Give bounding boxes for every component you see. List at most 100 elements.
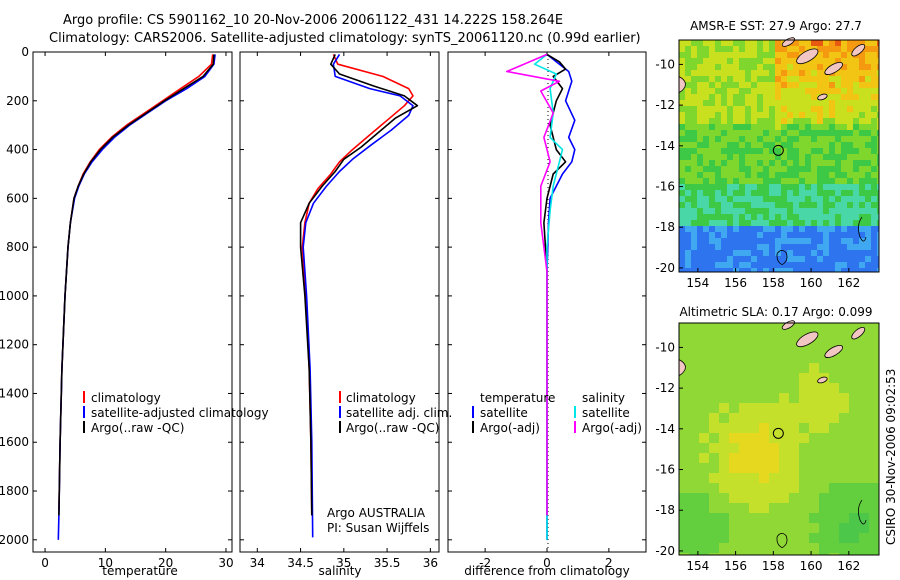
- heatmap-cell: [727, 238, 734, 245]
- heatmap-cell: [799, 503, 810, 514]
- heatmap-cell: [781, 82, 788, 89]
- heatmap-cell: [703, 154, 710, 161]
- heatmap-cell: [809, 443, 820, 454]
- heatmap-cell: [751, 160, 758, 167]
- heatmap-cell: [799, 493, 810, 504]
- heatmap-cell: [775, 178, 782, 185]
- lon-tick-label: 160: [800, 559, 823, 573]
- heatmap-cell: [721, 202, 728, 209]
- heatmap-cell: [787, 262, 794, 269]
- heatmap-cell: [799, 393, 810, 404]
- lon-tick-label: 156: [724, 276, 747, 290]
- heatmap-cell: [853, 214, 860, 221]
- heatmap-cell: [733, 64, 740, 71]
- heatmap-cell: [799, 64, 806, 71]
- heatmap-cell: [835, 178, 842, 185]
- heatmap-cell: [721, 136, 728, 143]
- heatmap-cell: [715, 190, 722, 197]
- heatmap-cell: [793, 136, 800, 143]
- heatmap-cell: [709, 423, 720, 434]
- heatmap-cell: [787, 190, 794, 197]
- heatmap-cell: [733, 256, 740, 263]
- heatmap-cell: [835, 256, 842, 263]
- heatmap-cell: [775, 76, 782, 83]
- depth-tick-label: 1600: [0, 435, 29, 449]
- heatmap-cell: [679, 178, 686, 185]
- heatmap-cell: [871, 88, 878, 95]
- heatmap-cell: [751, 40, 758, 47]
- heatmap-cell: [721, 100, 728, 107]
- heatmap-cell: [715, 262, 722, 269]
- heatmap-cell: [759, 343, 770, 354]
- heatmap-cell: [775, 70, 782, 77]
- heatmap-cell: [871, 226, 878, 233]
- salinity-panel: 34 34.5 35 35.5 36 salinity climatology sate…: [239, 51, 452, 578]
- heatmap-cell: [829, 232, 836, 239]
- heatmap-cell: [841, 166, 848, 173]
- profile-line-salinity-argo-adj: [505, 53, 561, 516]
- heatmap-cell: [727, 172, 734, 179]
- heatmap-cell: [759, 543, 770, 554]
- heatmap-cell: [865, 208, 872, 215]
- heatmap-cell: [787, 76, 794, 83]
- heatmap-cell: [871, 232, 878, 239]
- heatmap-cell: [769, 423, 780, 434]
- heatmap-cell: [703, 166, 710, 173]
- heatmap-cell: [817, 172, 824, 179]
- heatmap-cell: [829, 433, 840, 444]
- profile-line-satellite-adjusted-climatology: [57, 54, 216, 540]
- heatmap-cell: [745, 52, 752, 59]
- heatmap-cell: [709, 64, 716, 71]
- heatmap-cell: [805, 232, 812, 239]
- heatmap-cell: [829, 136, 836, 143]
- heatmap-cell: [781, 196, 788, 203]
- heatmap-cell: [869, 363, 880, 374]
- heatmap-cell: [691, 238, 698, 245]
- heatmap-cell: [877, 142, 880, 149]
- heatmap-cell: [853, 40, 860, 47]
- heatmap-cell: [733, 268, 740, 273]
- heatmap-cell: [817, 106, 824, 113]
- heatmap-cell: [869, 413, 880, 424]
- heatmap-cell: [775, 106, 782, 113]
- heatmap-cell: [721, 166, 728, 173]
- heatmap-cell: [709, 178, 716, 185]
- heatmap-cell: [751, 148, 758, 155]
- heatmap-cell: [691, 232, 698, 239]
- heatmap-cell: [805, 268, 812, 273]
- heatmap-cell: [769, 124, 776, 131]
- heatmap-cell: [709, 184, 716, 191]
- heatmap-cell: [745, 88, 752, 95]
- heatmap-cell: [733, 178, 740, 185]
- heatmap-cell: [877, 256, 880, 263]
- heatmap-cell: [799, 323, 810, 334]
- heatmap-cell: [763, 130, 770, 137]
- heatmap-cell: [715, 256, 722, 263]
- heatmap-cell: [809, 323, 820, 334]
- heatmap-cell: [799, 413, 810, 424]
- heatmap-cell: [779, 443, 790, 454]
- heatmap-cell: [871, 262, 878, 269]
- heatmap-cell: [739, 202, 746, 209]
- heatmap-cell: [823, 268, 830, 273]
- heatmap-cell: [745, 232, 752, 239]
- heatmap-cell: [871, 220, 878, 227]
- heatmap-cell: [805, 256, 812, 263]
- heatmap-cell: [745, 244, 752, 251]
- heatmap-cell: [749, 543, 760, 554]
- heatmap-cell: [751, 52, 758, 59]
- heatmap-cell: [709, 383, 720, 394]
- heatmap-cell: [849, 433, 860, 444]
- heatmap-cell: [739, 130, 746, 137]
- heatmap-cell: [865, 94, 872, 101]
- heatmap-cell: [859, 513, 870, 524]
- heatmap-cell: [691, 268, 698, 273]
- heatmap-cell: [849, 423, 860, 434]
- heatmap-cell: [769, 88, 776, 95]
- difference-x-axis: -2 0 2: [479, 52, 613, 570]
- heatmap-cell: [745, 166, 752, 173]
- heatmap-cell: [817, 100, 824, 107]
- heatmap-cell: [819, 363, 830, 374]
- heatmap-cell: [685, 76, 692, 83]
- heatmap-cell: [749, 373, 760, 384]
